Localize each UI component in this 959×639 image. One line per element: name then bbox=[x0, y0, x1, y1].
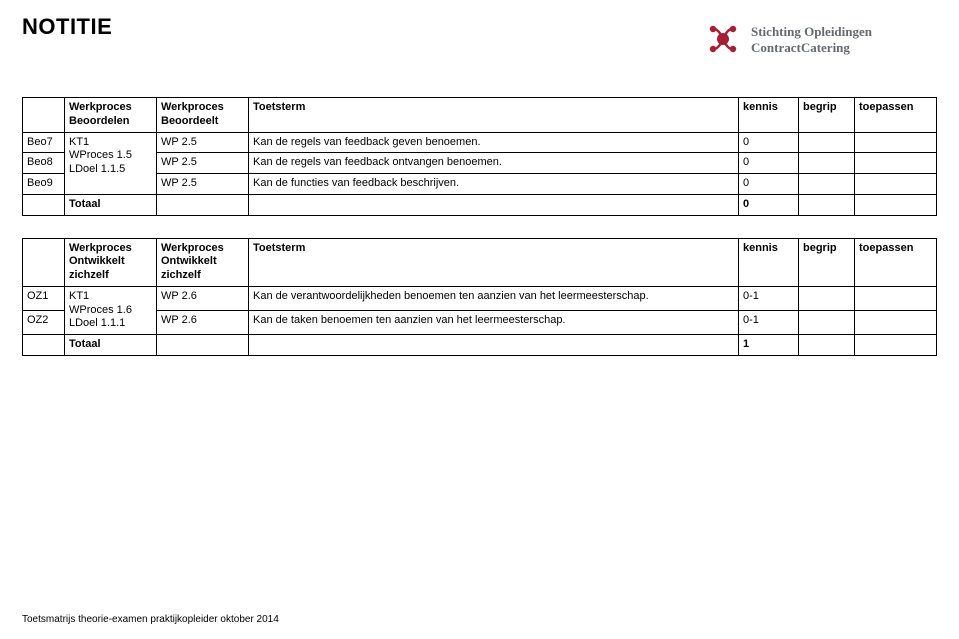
th-kennis: kennis bbox=[739, 98, 799, 133]
th-wp1: Werkproces Ontwikkelt zichzelf bbox=[65, 238, 157, 286]
blank bbox=[799, 194, 855, 215]
th-begrip: begrip bbox=[799, 238, 855, 286]
blank bbox=[855, 194, 937, 215]
row-id: OZ1 bbox=[23, 286, 65, 310]
row-begrip bbox=[799, 174, 855, 195]
th-wp1: Werkproces Beoordelen bbox=[65, 98, 157, 133]
row-toets: Kan de regels van feedback ontvangen ben… bbox=[249, 153, 739, 174]
row-id: Beo7 bbox=[23, 132, 65, 153]
row-begrip bbox=[799, 132, 855, 153]
ctx-line: LDoel 1.1.1 bbox=[69, 317, 152, 331]
row-wp: WP 2.5 bbox=[157, 153, 249, 174]
row-begrip bbox=[799, 286, 855, 310]
row-kennis: 0 bbox=[739, 174, 799, 195]
row-id: Beo8 bbox=[23, 153, 65, 174]
page-title: NOTITIE bbox=[22, 14, 112, 40]
blank bbox=[157, 335, 249, 356]
th-wp2: Werkproces Ontwikkelt zichzelf bbox=[157, 238, 249, 286]
totaal-label: Totaal bbox=[65, 194, 157, 215]
logo: Stichting Opleidingen ContractCatering bbox=[697, 14, 937, 69]
ctx-line: KT1 bbox=[69, 136, 152, 150]
totaal-label: Totaal bbox=[65, 335, 157, 356]
table-ontwikkelt: Werkproces Ontwikkelt zichzelf Werkproce… bbox=[22, 238, 937, 356]
row-toets: Kan de functies van feedback beschrijven… bbox=[249, 174, 739, 195]
ctx-line: WProces 1.6 bbox=[69, 304, 152, 318]
row-toepassen bbox=[855, 153, 937, 174]
row-toepassen bbox=[855, 286, 937, 310]
th-kennis: kennis bbox=[739, 238, 799, 286]
blank bbox=[249, 194, 739, 215]
th-toets: Toetsterm bbox=[249, 98, 739, 133]
row-toets: Kan de taken benoemen ten aanzien van he… bbox=[249, 310, 739, 334]
row-kennis: 0-1 bbox=[739, 286, 799, 310]
ctx-line: WProces 1.5 bbox=[69, 149, 152, 163]
row-kennis: 0 bbox=[739, 132, 799, 153]
row-begrip bbox=[799, 310, 855, 334]
row-wp: WP 2.5 bbox=[157, 174, 249, 195]
row-wp: WP 2.6 bbox=[157, 286, 249, 310]
row-id: OZ2 bbox=[23, 310, 65, 334]
row-toepassen bbox=[855, 132, 937, 153]
row-context: KT1 WProces 1.6 LDoel 1.1.1 bbox=[65, 286, 157, 334]
table-row: Beo8 WP 2.5 Kan de regels van feedback o… bbox=[23, 153, 937, 174]
row-id: Beo9 bbox=[23, 174, 65, 195]
table-row: OZ2 WP 2.6 Kan de taken benoemen ten aan… bbox=[23, 310, 937, 334]
blank bbox=[855, 335, 937, 356]
blank bbox=[157, 194, 249, 215]
th-toets: Toetsterm bbox=[249, 238, 739, 286]
row-begrip bbox=[799, 153, 855, 174]
logo-text-2: ContractCatering bbox=[751, 40, 850, 55]
row-kennis: 0-1 bbox=[739, 310, 799, 334]
table-totaal-row: Totaal 0 bbox=[23, 194, 937, 215]
blank bbox=[23, 335, 65, 356]
blank bbox=[799, 335, 855, 356]
totaal-kennis: 0 bbox=[739, 194, 799, 215]
th-begrip: begrip bbox=[799, 98, 855, 133]
totaal-kennis: 1 bbox=[739, 335, 799, 356]
table-row: OZ1 KT1 WProces 1.6 LDoel 1.1.1 WP 2.6 K… bbox=[23, 286, 937, 310]
ctx-line: KT1 bbox=[69, 290, 152, 304]
blank bbox=[23, 194, 65, 215]
row-context: KT1 WProces 1.5 LDoel 1.1.5 bbox=[65, 132, 157, 194]
row-toepassen bbox=[855, 310, 937, 334]
row-toets: Kan de regels van feedback geven benoeme… bbox=[249, 132, 739, 153]
th-blank bbox=[23, 98, 65, 133]
table-totaal-row: Totaal 1 bbox=[23, 335, 937, 356]
row-wp: WP 2.5 bbox=[157, 132, 249, 153]
blank bbox=[249, 335, 739, 356]
row-wp: WP 2.6 bbox=[157, 310, 249, 334]
table-row: Beo7 KT1 WProces 1.5 LDoel 1.1.5 WP 2.5 … bbox=[23, 132, 937, 153]
row-toets: Kan de verantwoordelijkheden benoemen te… bbox=[249, 286, 739, 310]
ctx-line: LDoel 1.1.5 bbox=[69, 163, 152, 177]
th-toepassen: toepassen bbox=[855, 238, 937, 286]
table-beoordelen: Werkproces Beoordelen Werkproces Beoorde… bbox=[22, 97, 937, 216]
row-toepassen bbox=[855, 174, 937, 195]
th-toepassen: toepassen bbox=[855, 98, 937, 133]
table-row: Beo9 WP 2.5 Kan de functies van feedback… bbox=[23, 174, 937, 195]
logo-text-1: Stichting Opleidingen bbox=[751, 24, 873, 39]
row-kennis: 0 bbox=[739, 153, 799, 174]
th-wp2: Werkproces Beoordeelt bbox=[157, 98, 249, 133]
page-footer: Toetsmatrijs theorie-examen praktijkople… bbox=[22, 614, 279, 625]
th-blank bbox=[23, 238, 65, 286]
